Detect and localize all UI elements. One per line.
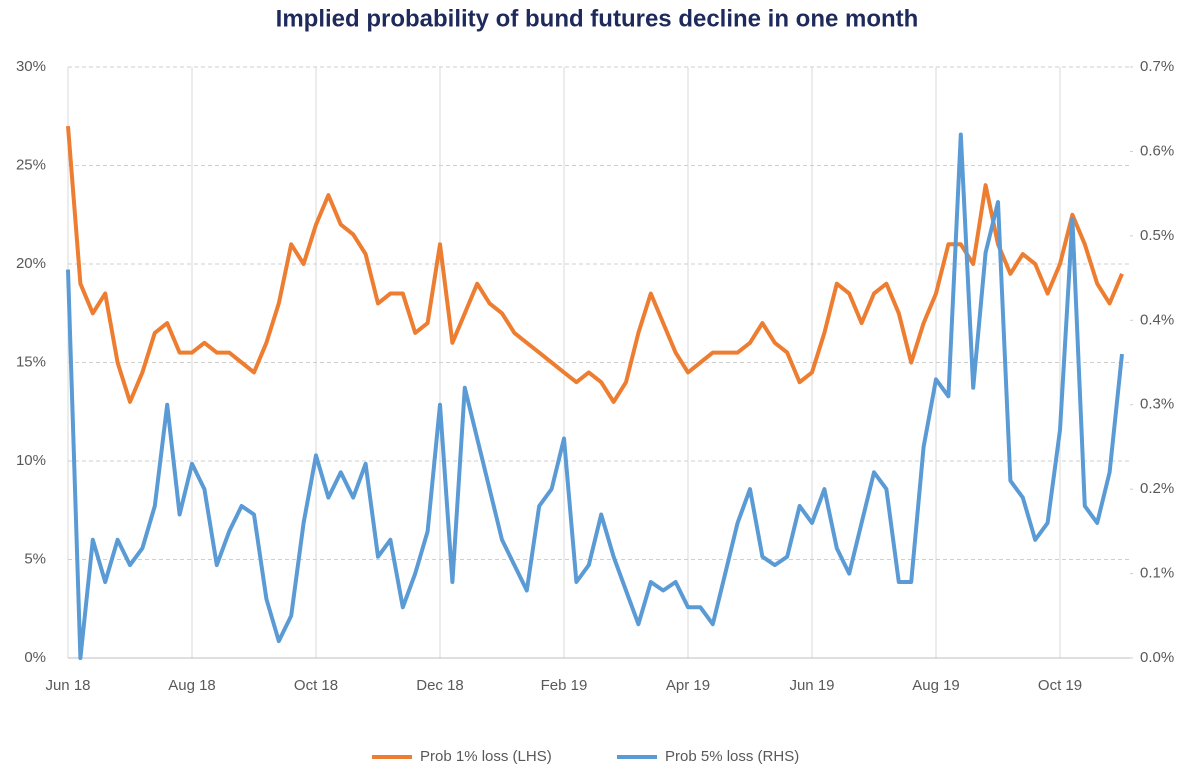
- y2-tick-label: 0.4%: [1140, 311, 1174, 328]
- x-tick-label: Aug 18: [168, 677, 216, 694]
- x-tick-label: Feb 19: [541, 677, 588, 694]
- y2-tick-label: 0.5%: [1140, 227, 1174, 244]
- y-tick-label: 15%: [16, 353, 46, 370]
- chart-title: Implied probability of bund futures decl…: [276, 5, 919, 32]
- series-line: [66, 132, 1124, 660]
- series-line: [66, 125, 1124, 404]
- y2-tick-label: 0.3%: [1140, 396, 1174, 413]
- y-tick-label: 20%: [16, 255, 46, 272]
- y-tick-label: 25%: [16, 156, 46, 173]
- x-tick-label: Oct 18: [294, 677, 338, 694]
- y2-tick-label: 0.2%: [1140, 480, 1174, 497]
- x-tick-label: Oct 19: [1038, 677, 1082, 694]
- legend-label: Prob 1% loss (LHS): [420, 748, 552, 765]
- y2-tick-label: 0.0%: [1140, 649, 1174, 666]
- x-tick-label: Apr 19: [666, 677, 710, 694]
- y2-tick-label: 0.7%: [1140, 58, 1174, 75]
- x-tick-label: Jun 19: [789, 677, 834, 694]
- y-tick-label: 30%: [16, 58, 46, 75]
- y-tick-label: 0%: [24, 649, 46, 666]
- y-tick-label: 5%: [24, 550, 46, 567]
- x-tick-label: Jun 18: [45, 677, 90, 694]
- y2-tick-label: 0.1%: [1140, 565, 1174, 582]
- x-tick-label: Aug 19: [912, 677, 960, 694]
- x-tick-label: Dec 18: [416, 677, 464, 694]
- y2-tick-label: 0.6%: [1140, 142, 1174, 159]
- y-tick-label: 10%: [16, 452, 46, 469]
- legend-label: Prob 5% loss (RHS): [665, 748, 799, 765]
